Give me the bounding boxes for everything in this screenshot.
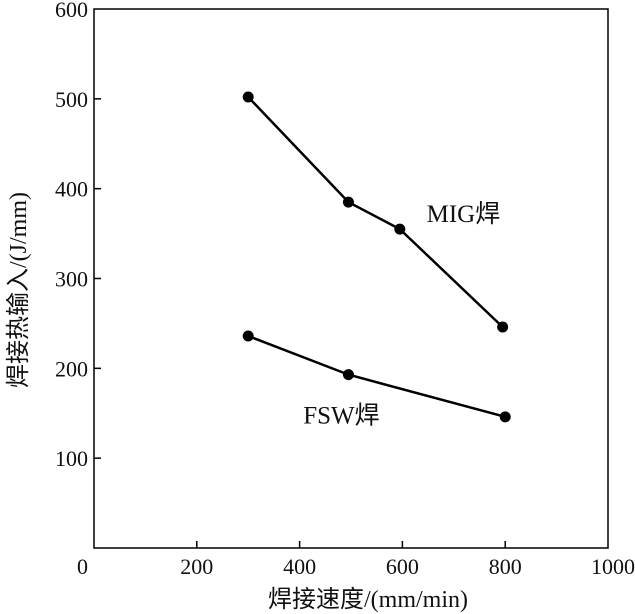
y-tick-label: 300 [55,267,88,292]
y-tick-label: 400 [55,177,88,202]
plot-frame [93,8,609,549]
x-axis-title: 焊接速度/(mm/min) [268,586,468,613]
y-axis-title: 焊接热输入/(J/mm) [5,192,32,388]
data-point [242,330,254,342]
data-point [499,411,511,423]
x-tick-label: 200 [180,554,213,579]
ticks-layer: 0 200 400 600 800 1000 100 200 300 400 500 600 [55,0,635,579]
data-point [342,369,354,381]
x-tick-label: 400 [283,554,316,579]
x-tick-label: 600 [386,554,419,579]
y-tick-label: 600 [55,0,88,22]
data-point [342,196,354,208]
data-point [242,91,254,103]
y-tick-label: 500 [55,87,88,112]
data-point [497,321,509,333]
data-point [394,223,406,235]
series-label: MIG焊 [427,200,501,228]
x-tick-label: 1000 [591,554,635,579]
series-layer: MIG焊 FSW焊 [242,91,511,430]
series-line [247,96,504,328]
y-tick-label: 100 [55,446,88,471]
x-tick-label: 0 [77,554,88,579]
x-tick-label: 800 [489,554,522,579]
y-tick-label: 200 [55,356,88,381]
series-label: FSW焊 [303,402,379,430]
